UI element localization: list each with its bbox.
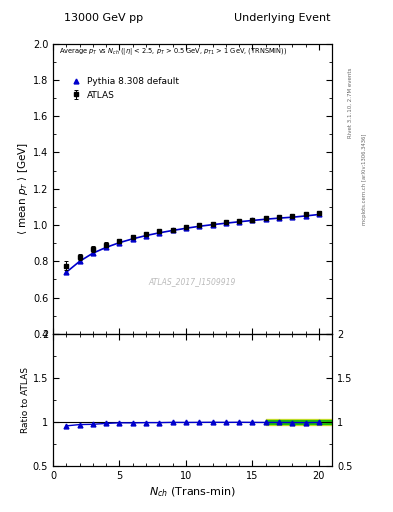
Y-axis label: Ratio to ATLAS: Ratio to ATLAS — [21, 367, 30, 433]
Text: Underlying Event: Underlying Event — [233, 13, 330, 23]
Text: Rivet 3.1.10, 2.7M events: Rivet 3.1.10, 2.7M events — [348, 67, 353, 138]
Pythia 8.308 default — [210, 222, 215, 228]
Y-axis label: $\langle$ mean $p_T$ $\rangle$ [GeV]: $\langle$ mean $p_T$ $\rangle$ [GeV] — [16, 142, 30, 235]
Line: Pythia 8.308 default: Pythia 8.308 default — [64, 212, 321, 274]
Text: ATLAS_2017_I1509919: ATLAS_2017_I1509919 — [149, 277, 236, 286]
Pythia 8.308 default — [170, 227, 175, 233]
Pythia 8.308 default — [157, 230, 162, 236]
Pythia 8.308 default — [316, 211, 321, 218]
Pythia 8.308 default — [90, 250, 95, 256]
Pythia 8.308 default — [104, 244, 108, 250]
Pythia 8.308 default — [250, 218, 255, 224]
Text: Average $p_T$ vs $N_{ch}$ ($|\eta|$ < 2.5, $p_T$ > 0.5 GeV, $p_{T1}$ > 1 GeV, (T: Average $p_T$ vs $N_{ch}$ ($|\eta|$ < 2.… — [59, 47, 287, 57]
Pythia 8.308 default — [263, 216, 268, 222]
Legend: Pythia 8.308 default, ATLAS: Pythia 8.308 default, ATLAS — [69, 77, 179, 100]
Pythia 8.308 default — [290, 214, 295, 220]
Pythia 8.308 default — [184, 225, 188, 231]
Text: 13000 GeV pp: 13000 GeV pp — [64, 13, 143, 23]
Pythia 8.308 default — [197, 223, 202, 229]
Pythia 8.308 default — [144, 232, 149, 239]
Pythia 8.308 default — [77, 258, 82, 264]
Pythia 8.308 default — [237, 219, 241, 225]
Pythia 8.308 default — [224, 220, 228, 226]
Pythia 8.308 default — [64, 269, 69, 275]
Pythia 8.308 default — [117, 240, 122, 246]
X-axis label: $N_{ch}$ (Trans-min): $N_{ch}$ (Trans-min) — [149, 485, 236, 499]
Pythia 8.308 default — [303, 213, 308, 219]
Pythia 8.308 default — [130, 236, 135, 242]
Text: mcplots.cern.ch [arXiv:1306.3436]: mcplots.cern.ch [arXiv:1306.3436] — [362, 134, 367, 225]
Pythia 8.308 default — [277, 215, 281, 221]
